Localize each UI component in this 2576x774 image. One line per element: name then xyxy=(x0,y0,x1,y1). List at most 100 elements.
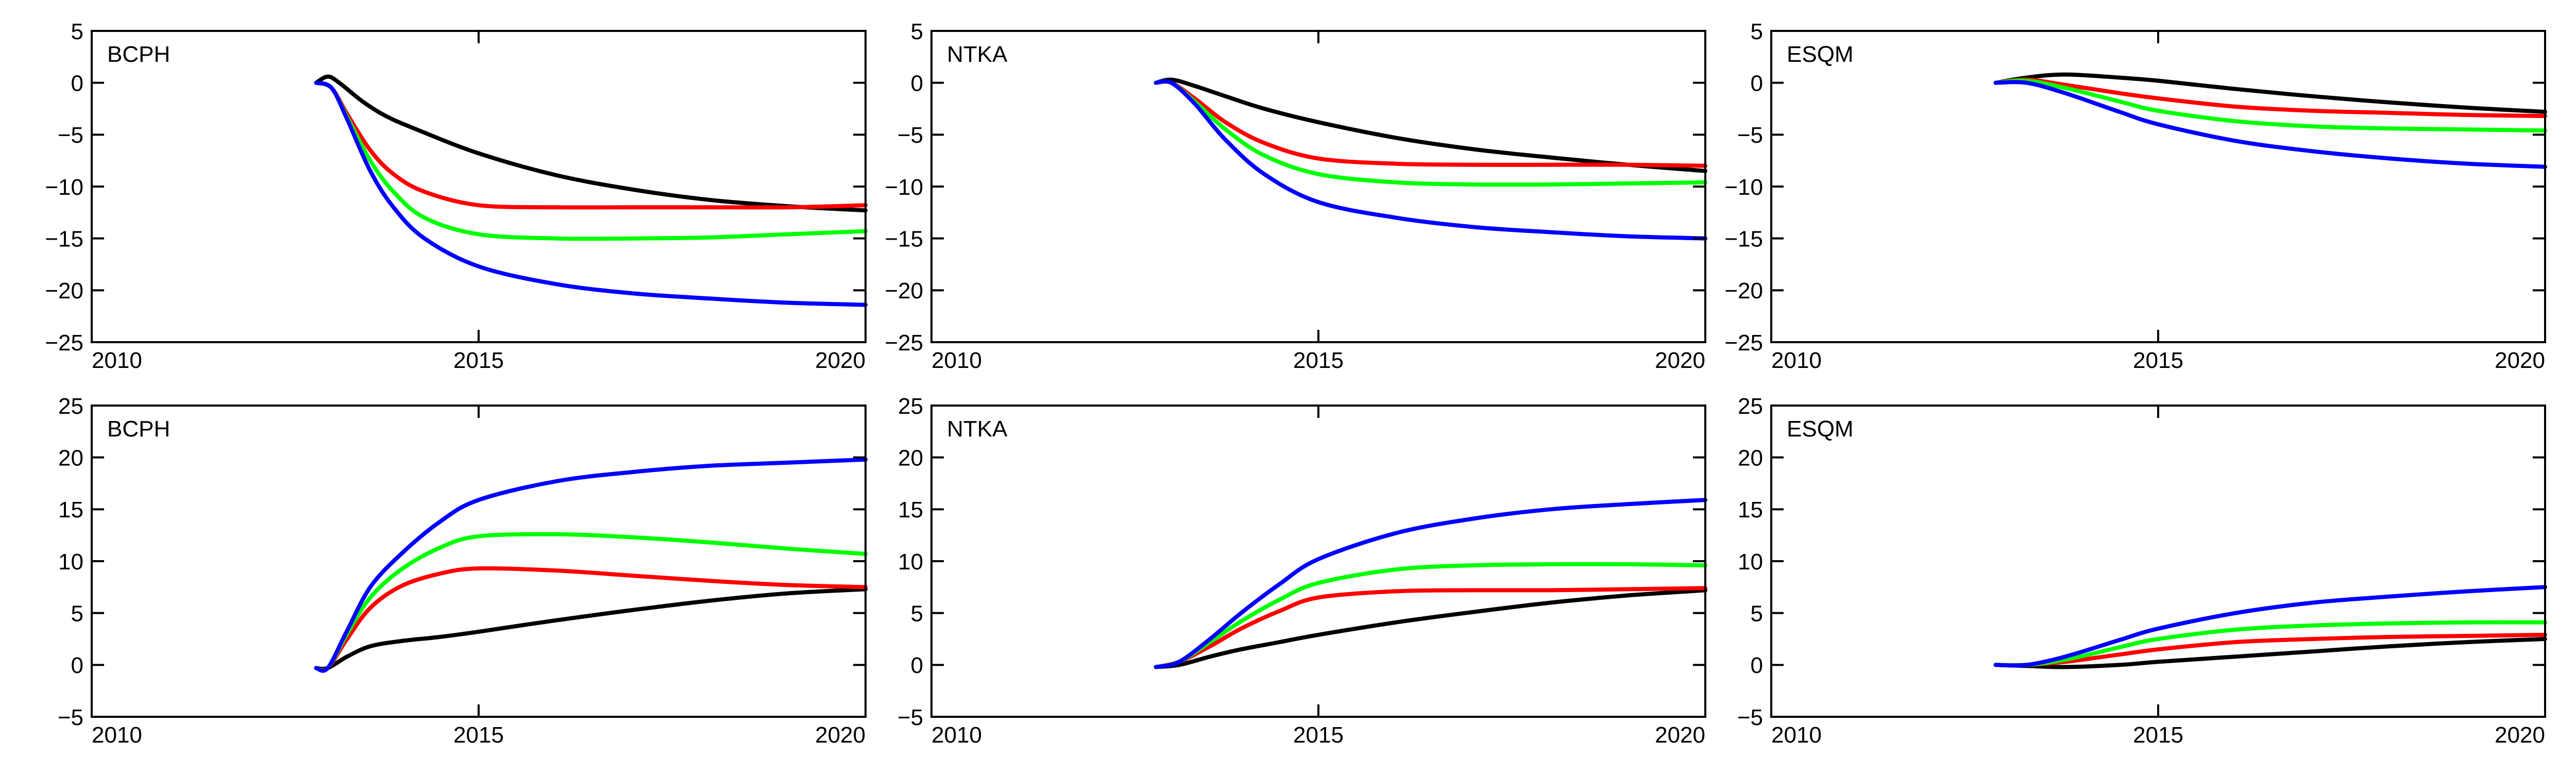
panel-5: −5 0 5 10 15 20 25 2010 2015 2020 NTKA xyxy=(897,394,1707,748)
panel-3-series-black-line xyxy=(1993,72,2547,114)
panel-1-ytick-label: −25 xyxy=(45,330,83,356)
panel-3-ytick-label: −15 xyxy=(1724,227,1763,252)
panel-4-xtick-label: 2015 xyxy=(453,722,504,748)
panel-3-xtick-label: 2015 xyxy=(2133,348,2183,373)
panel-4-ytick-label: −5 xyxy=(58,705,83,730)
panel-2-xtick-label: 2020 xyxy=(1655,348,1705,373)
panel-5-xtick-label: 2015 xyxy=(1293,722,1344,748)
panel-4-ytick-label: 0 xyxy=(71,653,83,678)
panel-5-ytick-label: 25 xyxy=(898,394,923,419)
panel-6-ytick-label: 10 xyxy=(1738,549,1763,575)
panel-6-series-blue-line xyxy=(1993,585,2547,668)
panel-4-ytick-label: 25 xyxy=(58,394,83,419)
panel-6-ytick-label: 25 xyxy=(1738,394,1763,419)
panel-6-xtick-label: 2020 xyxy=(2495,722,2545,748)
panel-6: −5 0 5 10 15 20 25 2010 2015 2020 ESQM xyxy=(1737,394,2547,748)
panel-1: −25 −20 −15 −10 −5 0 5 2010 2015 2020 BCPH xyxy=(45,19,868,373)
panel-4-ytick-label: 20 xyxy=(58,446,83,471)
panel-4-xtick-label: 2010 xyxy=(92,722,142,748)
panel-3-series-red-line xyxy=(1993,77,2547,119)
panel-1-ytick-label: −15 xyxy=(45,227,83,252)
panel-5-series-black-line xyxy=(1154,588,1707,669)
panel-3-ytick-label: −5 xyxy=(1737,123,1763,148)
panel-4-ytick-label: 5 xyxy=(71,601,83,627)
panel-2-series-green-line xyxy=(1154,79,1707,187)
panel-2-ytick-label: 0 xyxy=(911,71,923,96)
panel-4-frame xyxy=(91,405,867,718)
panel-5-xtick-label: 2020 xyxy=(1655,722,1705,748)
panel-1-xtick-label: 2010 xyxy=(92,348,142,373)
panel-6-frame xyxy=(1770,405,2546,718)
panel-5-ytick-label: 0 xyxy=(911,653,923,678)
panel-1-ytick-label: 5 xyxy=(71,19,83,44)
panel-2-series-black-line xyxy=(1154,77,1707,173)
panel-2-series-red-line xyxy=(1154,79,1707,168)
panel-3-ytick-label: −10 xyxy=(1724,175,1763,200)
panel-1-ytick-label: 0 xyxy=(71,71,83,96)
panel-3-label: ESQM xyxy=(1787,42,1854,67)
panel-3: −25 −20 −15 −10 −5 0 5 2010 2015 2020 ESQM xyxy=(1724,19,2547,373)
panel-5-series-blue-line xyxy=(1154,498,1707,669)
panel-5-ytick-label: 5 xyxy=(911,601,923,627)
panel-5-xtick-label: 2010 xyxy=(931,722,982,748)
panel-2: −25 −20 −15 −10 −5 0 5 2010 2015 2020 NTKA xyxy=(885,19,1707,373)
panel-6-series-red-line xyxy=(1993,632,2547,667)
panel-1-ytick-label: −10 xyxy=(45,175,83,200)
panel-1-label: BCPH xyxy=(107,42,170,67)
panel-1-ytick-label: −5 xyxy=(58,123,83,148)
panel-2-ytick-label: −25 xyxy=(885,330,923,356)
panel-4: −5 0 5 10 15 20 25 2010 2015 2020 BCPH xyxy=(58,394,868,748)
panel-6-series-black-line xyxy=(1993,637,2547,669)
panel-1-series-red-line xyxy=(314,80,868,210)
panel-5-label: NTKA xyxy=(947,416,1008,442)
panel-1-frame xyxy=(91,30,867,343)
panel-2-xtick-label: 2015 xyxy=(1293,348,1344,373)
panel-1-series-black-line xyxy=(314,74,868,213)
panel-3-ytick-label: −20 xyxy=(1724,278,1763,304)
panel-3-xtick-label: 2020 xyxy=(2495,348,2545,373)
panel-4-label: BCPH xyxy=(107,416,170,442)
panel-6-series-green-line xyxy=(1993,620,2547,668)
panel-5-ytick-label: 15 xyxy=(898,497,923,523)
panel-2-ytick-label: −10 xyxy=(885,175,923,200)
panel-2-frame xyxy=(930,30,1706,343)
panel-3-series-blue-line xyxy=(1993,80,2547,169)
panel-4-ytick-label: 10 xyxy=(58,549,83,575)
panel-6-xtick-label: 2010 xyxy=(1771,722,1822,748)
panel-4-series-red-line xyxy=(314,566,868,672)
panel-4-series-black-line xyxy=(314,587,868,671)
panel-3-frame xyxy=(1770,30,2546,343)
panel-4-ytick-label: 15 xyxy=(58,497,83,523)
panel-3-xtick-label: 2010 xyxy=(1771,348,1822,373)
panel-5-series-green-line xyxy=(1154,562,1707,669)
panel-6-ytick-label: 5 xyxy=(1751,601,1763,627)
panel-2-series-blue-line xyxy=(1154,79,1707,241)
panel-3-series-green-line xyxy=(1993,78,2547,133)
panel-2-xtick-label: 2010 xyxy=(931,348,982,373)
panel-3-ytick-label: 0 xyxy=(1751,71,1763,96)
panel-3-ytick-label: 5 xyxy=(1751,19,1763,44)
panel-3-ytick-label: −25 xyxy=(1724,330,1763,356)
panel-2-ytick-label: −5 xyxy=(897,123,923,148)
panel-6-xtick-label: 2015 xyxy=(2133,722,2183,748)
panel-1-series-blue-line xyxy=(314,80,868,307)
panel-5-ytick-label: −5 xyxy=(897,705,923,730)
panel-1-ytick-label: −20 xyxy=(45,278,83,304)
panel-6-ytick-label: 0 xyxy=(1751,653,1763,678)
panel-5-ytick-label: 20 xyxy=(898,446,923,471)
panel-1-xtick-label: 2020 xyxy=(815,348,866,373)
panel-1-xtick-label: 2015 xyxy=(453,348,504,373)
panel-6-label: ESQM xyxy=(1787,416,1854,442)
panel-6-ytick-label: −5 xyxy=(1737,705,1763,730)
panel-2-label: NTKA xyxy=(947,42,1008,67)
panel-2-ytick-label: −20 xyxy=(885,278,923,304)
panel-5-ytick-label: 10 xyxy=(898,549,923,575)
panel-2-ytick-label: 5 xyxy=(911,19,923,44)
panel-5-series-red-line xyxy=(1154,586,1707,669)
panel-4-series-blue-line xyxy=(314,457,868,673)
panel-2-ytick-label: −15 xyxy=(885,227,923,252)
panel-6-ytick-label: 20 xyxy=(1738,446,1763,471)
panel-4-xtick-label: 2020 xyxy=(815,722,866,748)
panel-6-ytick-label: 15 xyxy=(1738,497,1763,523)
